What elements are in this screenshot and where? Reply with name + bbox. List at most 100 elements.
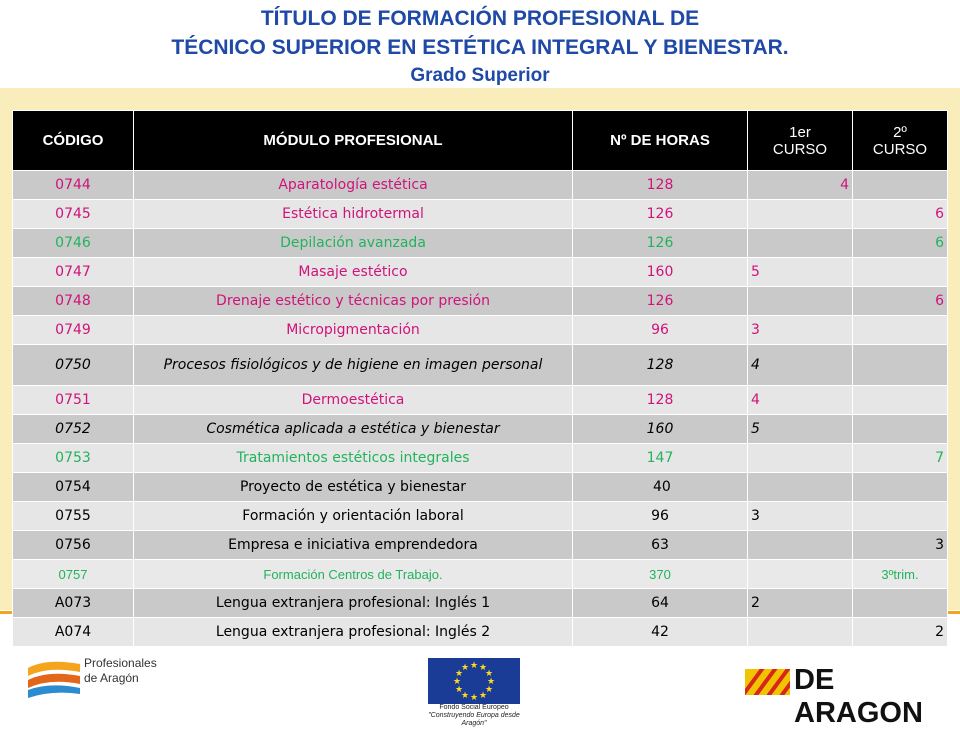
cell-course-1: 4: [747, 344, 853, 386]
svg-text:★: ★: [479, 691, 487, 701]
svg-text:★: ★: [479, 663, 487, 673]
cell-course-2: [852, 414, 948, 444]
header-course-1-line2: CURSO: [772, 140, 828, 158]
cell-code: 0748: [12, 286, 134, 316]
fse-caption: Fondo Social Europeo "Construyendo Europ…: [420, 704, 528, 728]
cell-hours: 126: [572, 228, 748, 258]
cell-course-1: [747, 199, 853, 229]
svg-text:★: ★: [487, 677, 495, 687]
cell-hours: 126: [572, 199, 748, 229]
eu-flag-icon: ★ ★ ★ ★ ★ ★ ★ ★ ★ ★ ★ ★: [428, 658, 520, 704]
cell-code: 0745: [12, 199, 134, 229]
cell-code: 0749: [12, 315, 134, 345]
cell-course-2: [852, 315, 948, 345]
aragon-stripes-icon: [745, 669, 790, 695]
table-row: 0756 Empresa e iniciativa emprendedora 6…: [12, 530, 948, 560]
cell-code: 0756: [12, 530, 134, 560]
cell-hours: 126: [572, 286, 748, 316]
table-row: 0752 Cosmética aplicada a estética y bie…: [12, 414, 948, 444]
cell-hours: 128: [572, 170, 748, 200]
cell-module: Drenaje estético y técnicas por presión: [133, 286, 573, 316]
cell-code: 0744: [12, 170, 134, 200]
title-subtitle: Grado Superior: [410, 65, 550, 86]
cell-course-1: [747, 286, 853, 316]
svg-text:★: ★: [470, 661, 478, 671]
table-row: A073 Lengua extranjera profesional: Ingl…: [12, 588, 948, 618]
cell-hours: 128: [572, 344, 748, 386]
table-row: 0746 Depilación avanzada 126 6: [12, 228, 948, 258]
table-row: 0754 Proyecto de estética y bienestar 40: [12, 472, 948, 502]
title-line-1: TÍTULO DE FORMACIÓN PROFESIONAL DE: [260, 7, 700, 30]
cell-hours: 40: [572, 472, 748, 502]
cell-course-1: [747, 472, 853, 502]
table-row: 0755 Formación y orientación laboral 96 …: [12, 501, 948, 531]
header-hours: Nº DE HORAS: [572, 110, 748, 171]
cell-course-1: [747, 228, 853, 258]
cell-hours: 160: [572, 257, 748, 287]
cell-module: Masaje estético: [133, 257, 573, 287]
cell-module: Micropigmentación: [133, 315, 573, 345]
cell-hours: 128: [572, 385, 748, 415]
cell-module: Proyecto de estética y bienestar: [133, 472, 573, 502]
svg-text:★: ★: [461, 663, 469, 673]
header-module: MÓDULO PROFESIONAL: [133, 110, 573, 171]
cell-code: A073: [12, 588, 134, 618]
aragon-flag-icon: [745, 669, 790, 695]
fp-aragon-line-1: Profesionales: [84, 656, 157, 670]
cell-hours: 42: [572, 617, 748, 647]
cell-module: Cosmética aplicada a estética y bienesta…: [133, 414, 573, 444]
cell-code: 0754: [12, 472, 134, 502]
cell-code: 0755: [12, 501, 134, 531]
cell-module: Empresa e iniciativa emprendedora: [133, 530, 573, 560]
cell-hours: 64: [572, 588, 748, 618]
cell-code: 0747: [12, 257, 134, 287]
svg-text:★: ★: [455, 685, 463, 695]
table-header-row: CÓDIGO MÓDULO PROFESIONAL Nº DE HORAS 1e…: [12, 110, 948, 171]
header-course-2-line1: 2º: [893, 123, 907, 141]
table-row: 0748 Drenaje estético y técnicas por pre…: [12, 286, 948, 316]
cell-course-1: 5: [747, 257, 853, 287]
table-row: 0747 Masaje estético 160 5: [12, 257, 948, 287]
cell-code: 0752: [12, 414, 134, 444]
cell-course-2: [852, 472, 948, 502]
cell-hours: 370: [572, 559, 748, 589]
cell-module: Lengua extranjera profesional: Inglés 1: [133, 588, 573, 618]
svg-text:★: ★: [455, 669, 463, 679]
cell-course-1: 3: [747, 315, 853, 345]
cell-course-2: 3: [852, 530, 948, 560]
header-course-1: 1er CURSO: [747, 110, 853, 171]
table-row: 0753 Tratamientos estéticos integrales 1…: [12, 443, 948, 473]
cell-course-2: 6: [852, 199, 948, 229]
cell-course-1: 4: [747, 170, 853, 200]
cell-module: Lengua extranjera profesional: Inglés 2: [133, 617, 573, 647]
cell-code: 0751: [12, 385, 134, 415]
cell-module: Formación y orientación laboral: [133, 501, 573, 531]
cell-hours: 96: [572, 315, 748, 345]
header-code: CÓDIGO: [12, 110, 134, 171]
cell-course-1: [747, 617, 853, 647]
cell-module: Dermoestética: [133, 385, 573, 415]
left-accent-line: [0, 611, 12, 614]
cell-module: Depilación avanzada: [133, 228, 573, 258]
fse-line-2: "Construyendo Europa desde Aragón": [428, 712, 520, 727]
cell-course-2: [852, 344, 948, 386]
cell-course-1: [747, 559, 853, 589]
cell-course-2: 7: [852, 443, 948, 473]
cell-module: Formación Centros de Trabajo.: [133, 559, 573, 589]
cell-course-2: 3ºtrim.: [852, 559, 948, 589]
cell-course-2: [852, 588, 948, 618]
eu-stars-icon: ★ ★ ★ ★ ★ ★ ★ ★ ★ ★ ★ ★: [453, 661, 495, 703]
cell-code: 0750: [12, 344, 134, 386]
cell-course-2: [852, 170, 948, 200]
cell-hours: 96: [572, 501, 748, 531]
cell-hours: 63: [572, 530, 748, 560]
cell-course-2: [852, 501, 948, 531]
svg-text:★: ★: [453, 677, 461, 687]
cell-module: Aparatología estética: [133, 170, 573, 200]
cell-hours: 160: [572, 414, 748, 444]
table-row: 0744 Aparatología estética 128 4: [12, 170, 948, 200]
cell-code: 0757: [12, 559, 134, 589]
svg-text:★: ★: [485, 685, 493, 695]
cell-course-2: [852, 385, 948, 415]
svg-text:★: ★: [485, 669, 493, 679]
